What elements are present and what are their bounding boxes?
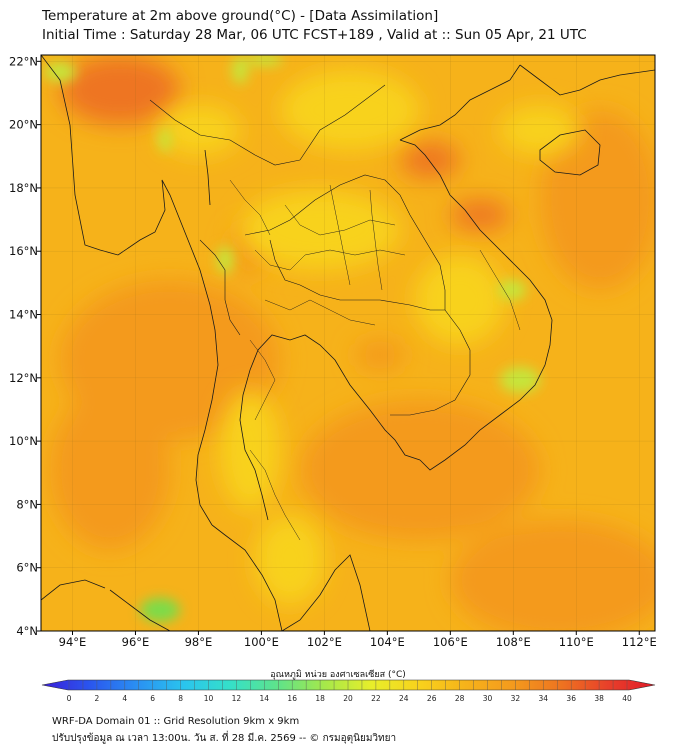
colorbar-tick-label: 8 — [178, 694, 183, 703]
colorbar-tick-label: 24 — [399, 694, 409, 703]
country-borders — [149, 84, 471, 416]
lat-tick-label: 20°N — [9, 118, 38, 132]
cool-patches — [44, 55, 540, 622]
lon-tick-label: 100°E — [244, 635, 279, 649]
colorbar-tick-label: 4 — [122, 694, 127, 703]
coast-thai-gulf — [239, 334, 421, 521]
lat-tick-label: 12°N — [9, 371, 38, 385]
lon-axis: 94°E 96°E 98°E 100°E 102°E 104°E 106°E 108°E 110… — [59, 631, 657, 649]
coast-gulf-west — [281, 554, 371, 631]
lon-tick-label: 98°E — [185, 635, 213, 649]
lat-tick-label: 10°N — [9, 434, 38, 448]
colorbar-tick-label: 28 — [455, 694, 465, 703]
coast-malay-west — [211, 524, 283, 631]
chart-title: Temperature at 2m above ground(°C) - [Da… — [42, 8, 439, 24]
lat-tick-label: 6°N — [16, 561, 38, 575]
footer-model-info: WRF-DA Domain 01 :: Grid Resolution 9km … — [52, 716, 300, 727]
lat-tick-label: 18°N — [9, 181, 38, 195]
colorbar-tick-label: 36 — [566, 694, 576, 703]
colorbar-tick-label: 38 — [594, 694, 604, 703]
coast-hainan — [539, 129, 601, 176]
coast-sumatra — [41, 579, 171, 631]
colorbar-ticks: 0 2 4 6 8 10 12 14 16 18 20 22 24 26 28 30 32 34 36 38 40 — [67, 680, 632, 703]
coast-myanmar-west — [41, 55, 219, 526]
chart-subtitle: Initial Time : Saturday 28 Mar, 06 UTC F… — [42, 27, 587, 43]
colorbar-bar — [41, 679, 656, 691]
colorbar-tick-label: 2 — [95, 694, 100, 703]
lon-tick-label: 94°E — [59, 635, 87, 649]
lon-tick-label: 112°E — [622, 635, 657, 649]
lon-tick-label: 110°E — [559, 635, 594, 649]
lat-tick-label: 8°N — [16, 497, 38, 511]
colorbar-tick-label: 18 — [315, 694, 325, 703]
colorbar-tick-label: 30 — [483, 694, 493, 703]
colorbar-tick-label: 40 — [622, 694, 632, 703]
colorbar-tick-label: 26 — [427, 694, 437, 703]
colorbar-label: อุณหภูมิ หน่วย องศาเซลเซียส (°C) — [270, 670, 406, 680]
warm-patches — [50, 55, 655, 631]
temperature-field — [41, 55, 655, 631]
colorbar-tick-label: 6 — [150, 694, 155, 703]
colorbar-tick-label: 16 — [287, 694, 297, 703]
coast-vietnam-south — [399, 139, 553, 471]
lat-tick-label: 16°N — [9, 244, 38, 258]
colorbar-tick-label: 10 — [204, 694, 214, 703]
colorbar-tick-label: 22 — [371, 694, 381, 703]
lat-tick-label: 4°N — [16, 624, 38, 638]
colorbar-tick-label: 14 — [260, 694, 270, 703]
coastline-outlines — [41, 55, 655, 631]
lon-tick-label: 104°E — [370, 635, 405, 649]
colorbar-tick-label: 0 — [67, 694, 72, 703]
lon-tick-label: 96°E — [122, 635, 150, 649]
lon-tick-label: 108°E — [496, 635, 531, 649]
lon-tick-label: 102°E — [307, 635, 342, 649]
colorbar-tick-label: 34 — [539, 694, 549, 703]
colorbar-tick-label: 32 — [511, 694, 521, 703]
colorbar: 0 2 4 6 8 10 12 14 16 18 20 22 24 26 28 30 32 34 36 38 40 — [41, 679, 656, 703]
mild-patches — [160, 70, 580, 605]
coast-china-south — [519, 64, 655, 96]
lat-tick-label: 14°N — [9, 308, 38, 322]
graticule — [41, 55, 655, 631]
coast-gulf-tonkin — [399, 64, 521, 141]
coast-andaman — [204, 149, 211, 206]
lon-tick-label: 106°E — [433, 635, 468, 649]
footer-update-info: ปรับปรุงข้อมูล ณ เวลา 13:00น. วัน ส. ที่… — [52, 733, 397, 744]
colorbar-tick-label: 12 — [232, 694, 242, 703]
plot-frame — [40, 54, 656, 632]
province-lines — [229, 179, 521, 541]
lat-tick-label: 22°N — [9, 54, 38, 68]
lat-axis: 4°N 6°N 8°N 10°N 12°N 14°N 16°N 18°N 20°N 22°N — [9, 54, 41, 638]
colorbar-tick-label: 20 — [343, 694, 353, 703]
